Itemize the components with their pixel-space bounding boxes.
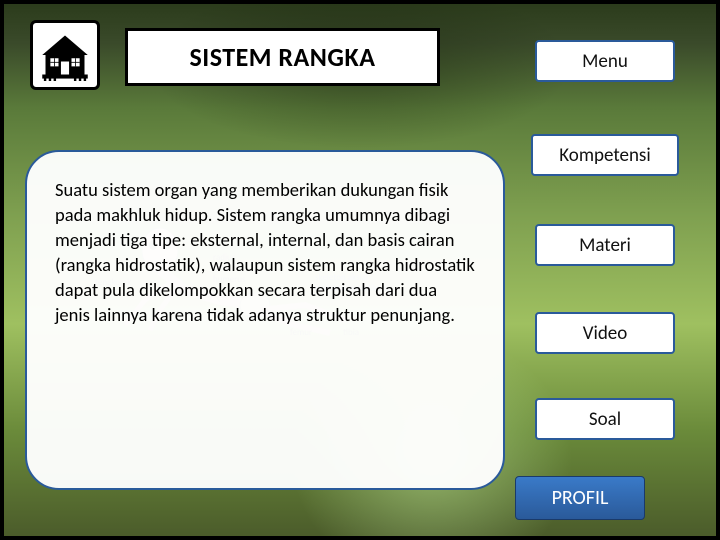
home-button[interactable] xyxy=(30,20,100,90)
title-box: SISTEM RANGKA xyxy=(125,28,440,86)
profil-label: PROFIL xyxy=(552,486,609,510)
video-label: Video xyxy=(583,322,628,345)
soal-button[interactable]: Soal xyxy=(535,398,675,440)
materi-label: Materi xyxy=(579,234,631,257)
menu-button[interactable]: Menu xyxy=(535,40,675,82)
menu-label: Menu xyxy=(582,50,628,73)
kompetensi-label: Kompetensi xyxy=(559,144,650,167)
content-body: Suatu sistem organ yang memberikan dukun… xyxy=(55,178,475,328)
page-title: SISTEM RANGKA xyxy=(190,41,376,73)
soal-label: Soal xyxy=(589,408,621,431)
content-panel: Suatu sistem organ yang memberikan dukun… xyxy=(25,150,505,490)
video-button[interactable]: Video xyxy=(535,312,675,354)
house-icon xyxy=(39,29,91,81)
profil-button[interactable]: PROFIL xyxy=(515,476,645,520)
materi-button[interactable]: Materi xyxy=(535,224,675,266)
kompetensi-button[interactable]: Kompetensi xyxy=(531,134,679,176)
